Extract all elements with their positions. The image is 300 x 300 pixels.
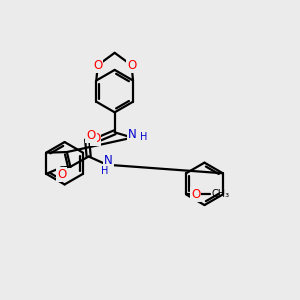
Text: CH₃: CH₃	[211, 190, 229, 200]
Text: O: O	[86, 129, 96, 142]
Text: N: N	[104, 154, 113, 167]
Text: O: O	[57, 168, 66, 181]
Text: O: O	[93, 59, 102, 72]
Text: N: N	[128, 128, 137, 141]
Text: O: O	[127, 59, 136, 72]
Text: H: H	[101, 166, 108, 176]
Text: O: O	[191, 188, 200, 201]
Text: H: H	[140, 132, 147, 142]
Text: O: O	[91, 132, 101, 145]
